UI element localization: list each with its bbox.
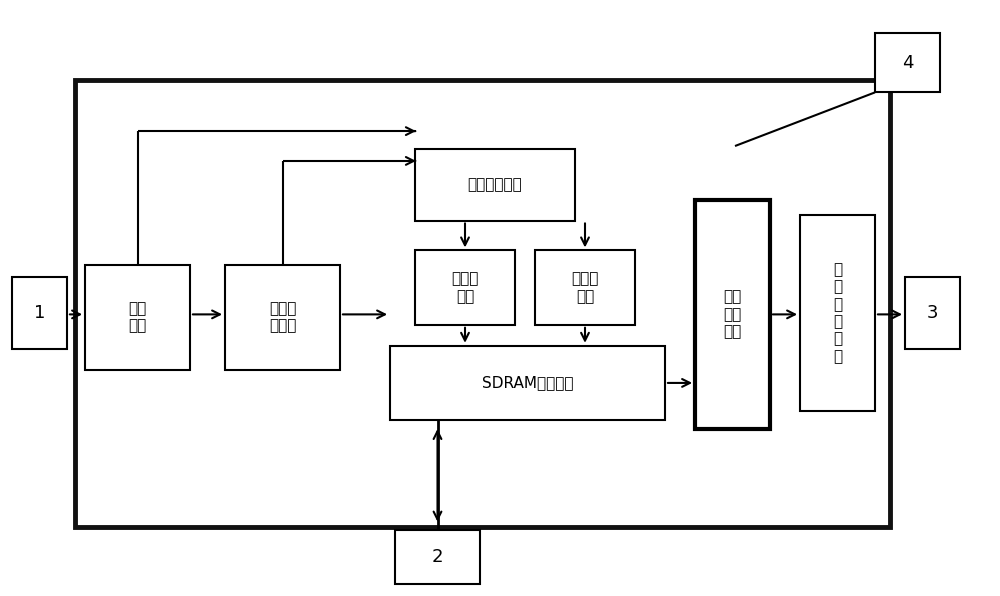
- Bar: [535, 250, 635, 325]
- Bar: [225, 265, 340, 370]
- Text: 3: 3: [927, 304, 938, 322]
- Text: SDRAM控制单元: SDRAM控制单元: [482, 375, 573, 390]
- Text: 通讯
单元: 通讯 单元: [128, 301, 147, 334]
- Bar: [695, 200, 770, 429]
- Text: 写地址
单元: 写地址 单元: [451, 271, 479, 304]
- Bar: [75, 80, 890, 527]
- Text: 输入缓
存单元: 输入缓 存单元: [269, 301, 296, 334]
- Text: 输出
缓存
单元: 输出 缓存 单元: [723, 290, 742, 339]
- Bar: [395, 530, 480, 584]
- Text: 2: 2: [432, 548, 443, 566]
- Bar: [85, 265, 190, 370]
- Bar: [390, 346, 665, 420]
- Text: 4: 4: [902, 54, 913, 72]
- Text: 并
串
转
换
单
元: 并 串 转 换 单 元: [833, 262, 842, 364]
- Text: 参数配置单元: 参数配置单元: [468, 177, 522, 193]
- Bar: [12, 277, 67, 349]
- Bar: [875, 33, 940, 92]
- Bar: [800, 215, 875, 411]
- Text: 读地址
单元: 读地址 单元: [571, 271, 599, 304]
- Bar: [415, 149, 575, 221]
- Text: 1: 1: [34, 304, 45, 322]
- Bar: [415, 250, 515, 325]
- Bar: [905, 277, 960, 349]
